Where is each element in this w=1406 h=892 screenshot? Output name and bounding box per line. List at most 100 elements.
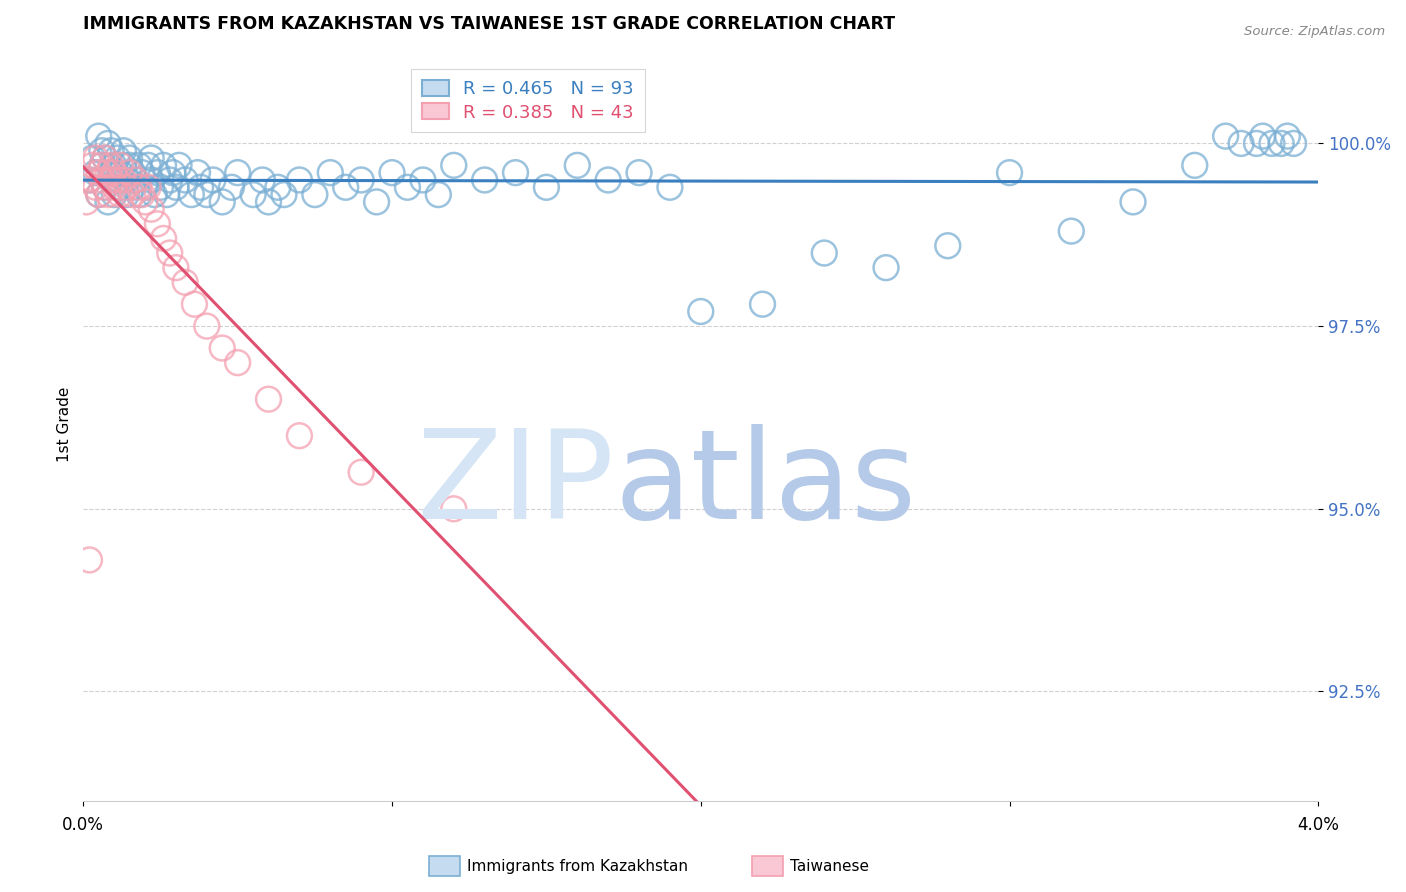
Point	[381, 166, 404, 180]
Point	[1282, 136, 1305, 151]
Point	[75, 194, 97, 209]
Point	[211, 341, 233, 355]
Point	[103, 166, 125, 180]
Point	[1261, 136, 1284, 151]
Point	[134, 194, 156, 209]
Point	[143, 187, 166, 202]
Point	[505, 166, 527, 180]
Point	[118, 151, 141, 165]
Point	[875, 260, 897, 275]
Point	[103, 158, 125, 172]
Point	[183, 297, 205, 311]
Point	[103, 180, 125, 194]
Point	[97, 166, 120, 180]
Point	[90, 158, 112, 172]
Text: Immigrants from Kazakhstan: Immigrants from Kazakhstan	[467, 859, 688, 873]
Point	[242, 187, 264, 202]
Point	[288, 173, 311, 187]
Point	[1277, 129, 1299, 144]
Point	[94, 180, 117, 194]
Text: Taiwanese: Taiwanese	[790, 859, 869, 873]
Point	[97, 136, 120, 151]
Point	[112, 158, 135, 172]
Point	[813, 246, 835, 260]
Point	[79, 173, 101, 187]
Legend: R = 0.465   N = 93, R = 0.385   N = 43: R = 0.465 N = 93, R = 0.385 N = 43	[411, 69, 645, 132]
Point	[474, 173, 496, 187]
Point	[97, 194, 120, 209]
Point	[628, 166, 651, 180]
Point	[350, 465, 373, 479]
Point	[110, 158, 132, 172]
Point	[100, 166, 122, 180]
Point	[97, 187, 120, 202]
Point	[128, 187, 150, 202]
Point	[146, 217, 169, 231]
Point	[190, 180, 212, 194]
Point	[267, 180, 290, 194]
Point	[221, 180, 243, 194]
Point	[79, 553, 101, 567]
Point	[87, 129, 110, 144]
Point	[110, 187, 132, 202]
Text: Source: ZipAtlas.com: Source: ZipAtlas.com	[1244, 25, 1385, 38]
Point	[443, 158, 465, 172]
Point	[598, 173, 620, 187]
Point	[1215, 129, 1237, 144]
Point	[84, 151, 107, 165]
Point	[115, 173, 138, 187]
Point	[174, 173, 197, 187]
Point	[536, 180, 558, 194]
Point	[82, 158, 104, 172]
Point	[112, 144, 135, 158]
Point	[100, 158, 122, 172]
Point	[115, 180, 138, 194]
Point	[105, 173, 128, 187]
Point	[121, 180, 143, 194]
Point	[211, 194, 233, 209]
Point	[226, 166, 249, 180]
Point	[94, 180, 117, 194]
Point	[1230, 136, 1253, 151]
Point	[226, 356, 249, 370]
Point	[146, 166, 169, 180]
Point	[273, 187, 295, 202]
Point	[1060, 224, 1083, 238]
Point	[87, 187, 110, 202]
Point	[110, 166, 132, 180]
Point	[125, 173, 148, 187]
Point	[79, 173, 101, 187]
Point	[195, 187, 218, 202]
Point	[110, 180, 132, 194]
Point	[443, 501, 465, 516]
Point	[165, 180, 187, 194]
Point	[689, 304, 711, 318]
Point	[252, 173, 274, 187]
Point	[159, 246, 181, 260]
Point	[1246, 136, 1268, 151]
Point	[658, 180, 681, 194]
Point	[427, 187, 450, 202]
Point	[165, 260, 187, 275]
Text: ZIP: ZIP	[416, 425, 614, 546]
Point	[159, 173, 181, 187]
Point	[105, 151, 128, 165]
Point	[162, 166, 184, 180]
Y-axis label: 1st Grade: 1st Grade	[58, 387, 72, 462]
Point	[257, 392, 280, 407]
Point	[90, 173, 112, 187]
Point	[149, 180, 172, 194]
Point	[335, 180, 357, 194]
Point	[141, 151, 163, 165]
Point	[141, 173, 163, 187]
Point	[567, 158, 589, 172]
Point	[94, 151, 117, 165]
Point	[118, 158, 141, 172]
Point	[201, 173, 224, 187]
Point	[396, 180, 419, 194]
Point	[131, 187, 153, 202]
Point	[141, 202, 163, 217]
Point	[1122, 194, 1144, 209]
Point	[82, 151, 104, 165]
Point	[1184, 158, 1206, 172]
